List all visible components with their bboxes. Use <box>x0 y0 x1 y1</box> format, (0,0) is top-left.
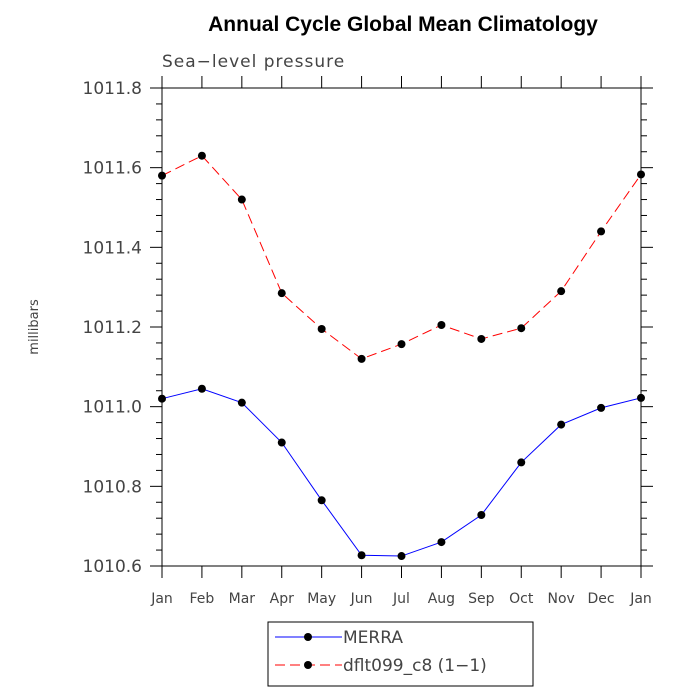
data-point <box>197 384 206 393</box>
legend-item: MERRA <box>275 628 403 648</box>
x-tick-label: Apr <box>270 591 294 607</box>
series-line <box>161 388 642 557</box>
data-point <box>237 195 246 204</box>
legend-label: MERRA <box>343 628 403 648</box>
data-point <box>357 354 366 363</box>
x-tick-label: Jan <box>629 591 652 607</box>
data-point <box>517 458 526 467</box>
legend: MERRA dflt099_c8 (1−1) <box>267 621 534 687</box>
data-point <box>158 171 166 180</box>
chart-subtitle: Sea−level pressure <box>162 52 345 72</box>
x-tick-label: Oct <box>509 591 534 607</box>
x-tick-label: Feb <box>190 591 215 607</box>
data-point <box>277 438 286 447</box>
y-tick-labels: 1010.6 1010.8 1011.0 1011.2 1011.4 1011.6 1011… <box>83 79 142 577</box>
y-axis-label: millibars <box>27 299 42 355</box>
legend-box <box>267 621 534 687</box>
y-tick-label: 1010.6 <box>83 557 142 577</box>
legend-marker <box>304 661 312 669</box>
y-tick-label: 1010.8 <box>83 477 142 497</box>
plot-frame <box>161 87 642 567</box>
data-point <box>317 324 326 333</box>
x-tick-label: Aug <box>428 591 455 607</box>
series-0 <box>158 384 645 561</box>
axis-ticks <box>150 76 653 578</box>
data-point <box>437 321 446 330</box>
legend-marker <box>304 633 312 641</box>
x-tick-label: Dec <box>588 591 615 607</box>
y-tick-label: 1011.4 <box>83 238 142 258</box>
legend-label: dflt099_c8 (1−1) <box>343 656 487 676</box>
y-tick-label: 1011.2 <box>83 318 142 338</box>
x-tick-label: Jun <box>350 591 373 607</box>
data-point <box>557 287 566 296</box>
x-tick-label: Jul <box>392 591 410 607</box>
series-1 <box>158 151 645 363</box>
series-line <box>161 155 642 360</box>
series-layer <box>158 151 645 561</box>
x-tick-label: Mar <box>229 591 256 607</box>
data-point <box>158 394 166 403</box>
legend-item: dflt099_c8 (1−1) <box>275 656 487 676</box>
x-tick-label: Sep <box>468 591 495 607</box>
data-point <box>237 398 246 407</box>
y-tick-label: 1011.8 <box>83 79 142 99</box>
data-point <box>477 334 486 343</box>
y-tick-label: 1011.0 <box>83 398 142 418</box>
data-point <box>637 393 645 402</box>
x-tick-label: Jan <box>150 591 173 607</box>
data-point <box>517 324 526 333</box>
data-point <box>557 420 566 429</box>
y-tick-label: 1011.6 <box>83 159 142 179</box>
data-point <box>397 340 406 349</box>
data-point <box>317 496 326 505</box>
data-point <box>597 403 606 412</box>
data-point <box>597 227 606 236</box>
data-point <box>277 289 286 298</box>
data-point <box>357 551 366 560</box>
data-point <box>197 151 206 160</box>
data-point <box>437 538 446 547</box>
chart-title: Annual Cycle Global Mean Climatology <box>208 13 598 36</box>
data-point <box>477 511 486 520</box>
x-tick-label: Nov <box>548 591 575 607</box>
x-tick-labels: Jan Feb Mar Apr May Jun Jul Aug Sep Oct Nov Dec Jan <box>150 591 652 607</box>
data-point <box>637 170 645 179</box>
x-tick-label: May <box>307 591 336 607</box>
data-point <box>397 552 406 561</box>
